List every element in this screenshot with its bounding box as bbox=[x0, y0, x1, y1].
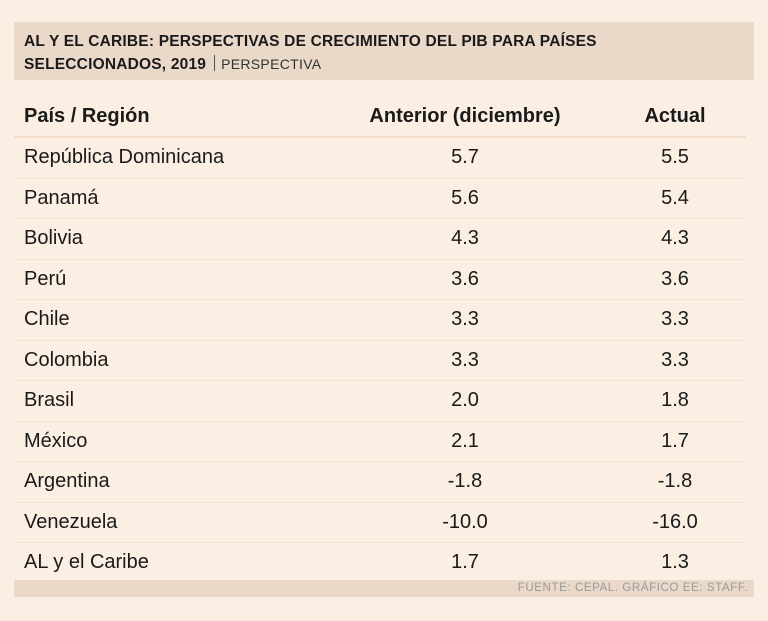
chart-title-box: AL Y EL CARIBE: PERSPECTIVAS DE CRECIMIE… bbox=[14, 22, 754, 80]
cell-previous: 5.6 bbox=[451, 186, 479, 209]
cell-current: 3.6 bbox=[661, 267, 689, 290]
cell-previous: -1.8 bbox=[447, 470, 483, 492]
table-row: Perú 3.6 3.6 bbox=[14, 260, 746, 300]
table-row: México 2.1 1.7 bbox=[14, 422, 746, 462]
cell-country: AL y el Caribe bbox=[24, 551, 149, 573]
cell-country: Panamá bbox=[24, 186, 99, 209]
table-row: República Dominicana 5.7 5.5 bbox=[14, 138, 746, 179]
cell-country: República Dominicana bbox=[24, 146, 225, 168]
cell-previous: 2.1 bbox=[451, 429, 479, 452]
data-table: País / Región Anterior (diciembre) Actua… bbox=[14, 97, 746, 584]
table-body: República Dominicana 5.7 5.5 Panamá 5.6 5.4 Bo… bbox=[14, 138, 746, 584]
table-header-row: País / Región Anterior (diciembre) Actua… bbox=[14, 97, 746, 138]
cell-previous: 3.6 bbox=[451, 267, 479, 290]
chart-subtitle: PERSPECTIVA bbox=[221, 56, 322, 72]
cell-previous: -10.0 bbox=[442, 510, 488, 533]
cell-country: Venezuela bbox=[24, 510, 118, 533]
cell-current: 1.3 bbox=[661, 551, 689, 573]
table-row: Argentina -1.8 -1.8 bbox=[14, 462, 746, 503]
cell-country: México bbox=[24, 429, 88, 452]
table-row: Colombia 3.3 3.3 bbox=[14, 341, 746, 381]
chart-title-line1: AL Y EL CARIBE: PERSPECTIVAS DE CRECIMIE… bbox=[24, 33, 597, 50]
cell-previous: 2.0 bbox=[451, 389, 479, 411]
table-row: Bolivia 4.3 4.3 bbox=[14, 219, 746, 260]
cell-country: Colombia bbox=[24, 348, 109, 371]
cell-current: 5.4 bbox=[661, 186, 689, 209]
cell-current: -1.8 bbox=[657, 470, 693, 492]
source-footer: FUENTE: CEPAL. GRÁFICO EE: STAFF. bbox=[14, 580, 754, 597]
cell-country: Chile bbox=[24, 308, 70, 330]
cell-current: -16.0 bbox=[652, 510, 698, 533]
cell-current: 1.8 bbox=[661, 389, 689, 411]
cell-previous: 1.7 bbox=[451, 551, 479, 573]
cell-current: 3.3 bbox=[661, 308, 689, 330]
table-row: Brasil 2.0 1.8 bbox=[14, 381, 746, 422]
source-text: FUENTE: CEPAL. GRÁFICO EE: STAFF. bbox=[517, 582, 748, 594]
chart-title-line2: SELECCIONADOS, 2019 bbox=[24, 56, 207, 73]
cell-previous: 3.3 bbox=[451, 308, 479, 330]
cell-previous: 4.3 bbox=[451, 227, 479, 249]
cell-current: 3.3 bbox=[661, 348, 689, 371]
chart-title: AL Y EL CARIBE: PERSPECTIVAS DE CRECIMIE… bbox=[24, 30, 744, 76]
cell-previous: 3.3 bbox=[451, 348, 479, 371]
cell-country: Brasil bbox=[24, 389, 75, 411]
cell-country: Bolivia bbox=[24, 227, 83, 249]
table-row: Venezuela -10.0 -16.0 bbox=[14, 503, 746, 543]
header-previous: Anterior (diciembre) bbox=[369, 105, 561, 127]
table-row: Panamá 5.6 5.4 bbox=[14, 179, 746, 219]
title-separator bbox=[214, 55, 216, 71]
header-current: Actual bbox=[644, 105, 706, 127]
cell-current: 1.7 bbox=[661, 429, 689, 452]
cell-country: Perú bbox=[24, 267, 67, 290]
cell-country: Argentina bbox=[24, 470, 110, 492]
cell-previous: 5.7 bbox=[451, 146, 479, 168]
cell-current: 5.5 bbox=[661, 146, 689, 168]
table-row: Chile 3.3 3.3 bbox=[14, 300, 746, 341]
cell-current: 4.3 bbox=[661, 227, 689, 249]
header-country: País / Región bbox=[24, 105, 150, 127]
table-row: AL y el Caribe 1.7 1.3 bbox=[14, 543, 746, 584]
